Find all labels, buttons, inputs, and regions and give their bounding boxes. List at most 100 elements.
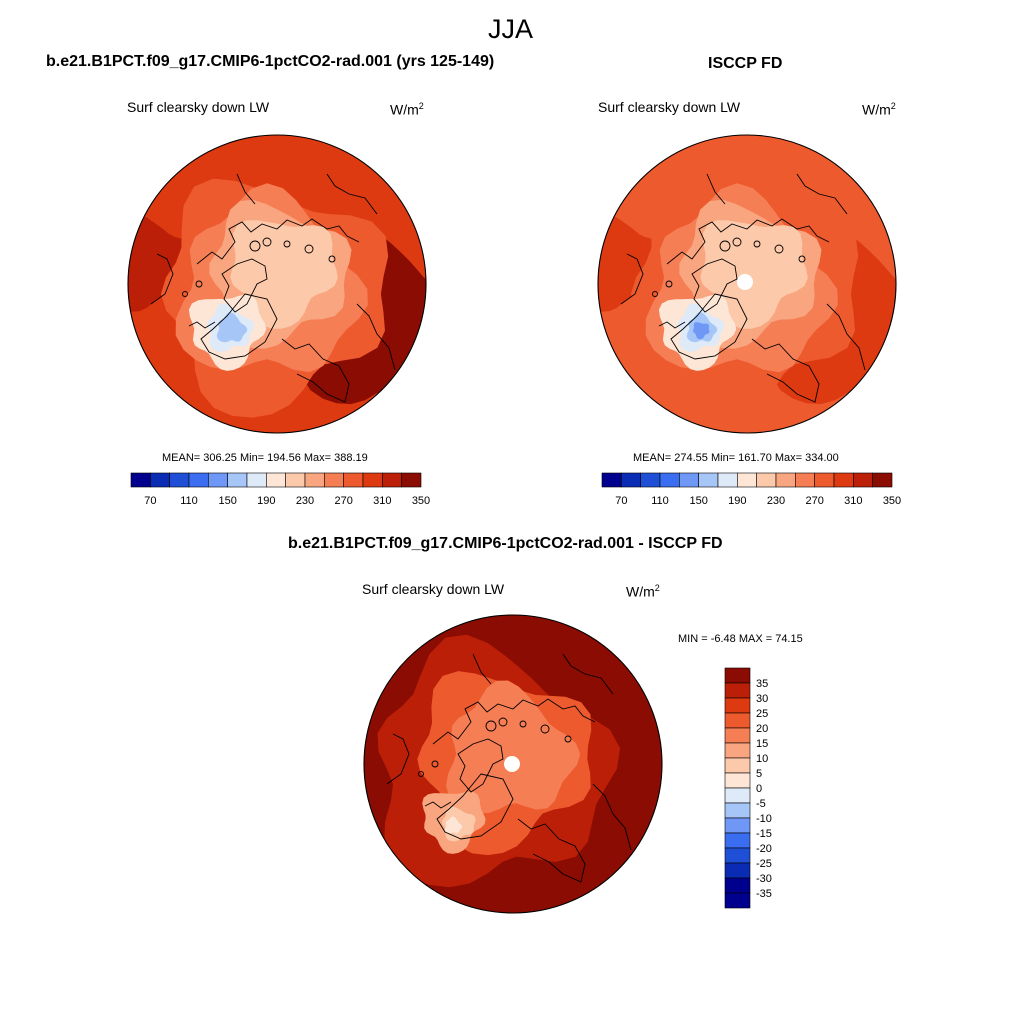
coastline: [562, 653, 614, 695]
coastline: [221, 258, 268, 313]
panel-diff-stats: MIN = -6.48 MAX = 74.15: [678, 633, 803, 645]
colorbar-tick-label: 310: [844, 495, 862, 507]
coastline: [472, 653, 492, 685]
colorbar-tick-label: 150: [689, 495, 707, 507]
colorbar-tick-label: 25: [756, 708, 768, 720]
island: [485, 720, 497, 732]
colorbar-tick-label: 350: [412, 495, 430, 507]
coastline: [826, 303, 866, 371]
colorbar-model: 70 110 150 190 230 270 310 350: [130, 472, 430, 507]
units-exp: 2: [654, 583, 660, 593]
colorbar-box: [679, 472, 699, 488]
colorbar-box: [621, 472, 641, 488]
coastline: [658, 321, 686, 329]
panel-obs-stats: MEAN= 274.55 Min= 161.70 Max= 334.00: [633, 452, 839, 464]
island: [540, 724, 550, 734]
colorbar-tick-label: 5: [756, 768, 762, 780]
colorbar-box: [724, 712, 751, 729]
map-diff: [363, 614, 663, 914]
field-band: [216, 312, 248, 343]
colorbar-box: [382, 472, 402, 488]
island: [249, 240, 261, 252]
colorbar-box: [795, 472, 815, 488]
map-border: [363, 614, 663, 914]
island: [652, 291, 658, 297]
colorbar-tick-label: 70: [615, 495, 627, 507]
colorbar-tick-label: 230: [767, 495, 785, 507]
coastlines: [150, 173, 396, 403]
colorbar-tick-label: -30: [756, 873, 772, 885]
field-band: [700, 220, 808, 329]
field-band: [446, 680, 581, 814]
colorbar-box: [130, 472, 151, 488]
colorbar-tick-label: 270: [334, 495, 352, 507]
colorbar-box: [188, 472, 209, 488]
colorbar-box: [304, 472, 325, 488]
coastline: [796, 173, 848, 215]
coastline: [188, 321, 216, 329]
island: [283, 240, 291, 248]
colorbar-box: [724, 697, 751, 714]
island: [328, 255, 336, 263]
colorbar-tick-label: 110: [651, 495, 669, 507]
panel-diff-title: b.e21.B1PCT.f09_g17.CMIP6-1pctCO2-rad.00…: [288, 535, 723, 552]
coastlines: [386, 653, 632, 883]
colorbar-box: [266, 472, 286, 488]
colorbar-tick-label: -20: [756, 843, 772, 855]
panel-obs-units: W/m2: [862, 101, 896, 118]
island: [195, 280, 203, 288]
coastline: [326, 173, 378, 215]
colorbar-box: [324, 472, 344, 488]
coastline: [200, 293, 278, 360]
colorbar-tick-label: 190: [728, 495, 746, 507]
colorbar-box: [150, 472, 170, 488]
map-border: [597, 134, 897, 434]
island: [719, 240, 731, 252]
island: [418, 771, 424, 777]
colorbar-box: [872, 472, 893, 488]
colorbar-box: [208, 472, 228, 488]
colorbar-box: [724, 757, 751, 774]
pole-hole: [737, 274, 753, 290]
colorbar-tick-label: 0: [756, 783, 762, 795]
colorbar-tick-label: 270: [805, 495, 823, 507]
coastline: [706, 173, 726, 205]
colorbar-box: [724, 802, 751, 819]
panel-model-stats: MEAN= 306.25 Min= 194.56 Max= 388.19: [162, 452, 368, 464]
island: [564, 735, 572, 743]
colorbar-box: [853, 472, 873, 488]
coastline: [150, 253, 174, 305]
units-base: W/m: [390, 101, 419, 118]
colorbar-box: [169, 472, 190, 488]
coastline: [620, 253, 644, 305]
panel-diff-units: W/m2: [626, 583, 660, 600]
colorbar-tick-label: 150: [218, 495, 236, 507]
colorbar-box: [724, 682, 751, 699]
colorbar-tick-label: 15: [756, 738, 768, 750]
coastline: [356, 303, 396, 371]
colorbar-box: [227, 472, 248, 488]
colorbar-tick-label: -5: [756, 798, 766, 810]
colorbar-tick-label: 310: [373, 495, 391, 507]
panel-model-units: W/m2: [390, 101, 424, 118]
field-band: [693, 322, 710, 340]
island: [732, 237, 742, 247]
coastline: [424, 801, 452, 809]
units-exp: 2: [418, 101, 424, 111]
map-obs: [597, 134, 897, 434]
colorbar-tick-label: 350: [883, 495, 901, 507]
pole-hole: [504, 756, 520, 772]
colorbar-tick-label: -35: [756, 888, 772, 900]
colorbar-box: [343, 472, 364, 488]
map-border: [127, 134, 427, 434]
colorbar-box: [724, 772, 751, 789]
field-band: [230, 220, 338, 329]
units-exp: 2: [890, 101, 896, 111]
island: [798, 255, 806, 263]
colorbar-box: [640, 472, 661, 488]
island: [182, 291, 188, 297]
colorbar-tick-label: 230: [296, 495, 314, 507]
coastline: [432, 698, 596, 745]
units-base: W/m: [862, 101, 891, 118]
island: [431, 760, 439, 768]
